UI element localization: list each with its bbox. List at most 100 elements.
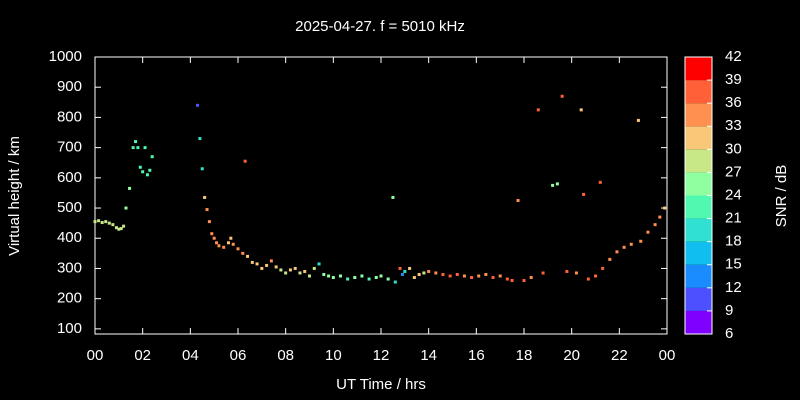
- data-point: [636, 118, 640, 122]
- x-tick-label: 20: [563, 347, 580, 364]
- data-point: [198, 137, 202, 141]
- colorbar-segment: [685, 195, 712, 219]
- data-point: [246, 254, 250, 258]
- data-point: [622, 245, 626, 249]
- data-point: [484, 272, 488, 276]
- data-point: [360, 274, 364, 278]
- colorbar-tick-label: 21: [725, 210, 742, 227]
- x-tick-label: 00: [87, 347, 104, 364]
- x-tick-label: 14: [420, 347, 437, 364]
- data-point: [598, 180, 602, 184]
- data-point: [477, 274, 481, 278]
- data-point: [100, 221, 104, 225]
- data-point: [203, 195, 207, 199]
- data-point: [393, 280, 397, 284]
- y-tick-label: 400: [57, 229, 82, 246]
- chart-title: 2025-04-27. f = 5010 kHz: [295, 18, 465, 35]
- colorbar-segment: [685, 218, 712, 242]
- data-point: [269, 259, 273, 263]
- data-point: [579, 108, 583, 112]
- data-point: [398, 266, 402, 270]
- data-point: [93, 220, 97, 224]
- data-point: [374, 276, 378, 280]
- colorbar-tick-label: 6: [725, 325, 733, 342]
- data-point: [498, 274, 502, 278]
- colorbar-tick-label: 36: [725, 94, 742, 111]
- colorbar-tick-label: 18: [725, 233, 742, 250]
- data-point: [107, 221, 111, 225]
- colorbar-tick-label: 39: [725, 71, 742, 88]
- data-point: [215, 241, 219, 245]
- colorbar-segment: [685, 241, 712, 265]
- data-point: [124, 206, 128, 210]
- colorbar-tick-label: 33: [725, 117, 742, 134]
- y-tick-label: 800: [57, 108, 82, 125]
- data-point: [250, 260, 254, 264]
- data-point: [308, 274, 311, 278]
- data-point: [386, 277, 390, 281]
- data-point: [367, 277, 371, 281]
- data-point: [608, 257, 612, 261]
- plot-frame: [94, 56, 668, 335]
- data-point: [403, 269, 407, 273]
- data-point: [586, 277, 590, 281]
- data-point: [122, 224, 126, 228]
- colorbar-tick-label: 9: [725, 302, 733, 319]
- data-point: [582, 192, 586, 196]
- colorbar-tick-label: 15: [725, 256, 742, 273]
- data-point: [455, 272, 459, 276]
- data-point: [327, 274, 331, 278]
- data-point: [279, 268, 283, 272]
- colorbar-tick-label: 42: [725, 48, 742, 65]
- data-point: [491, 276, 495, 280]
- data-point: [541, 271, 545, 275]
- x-tick-label: 06: [230, 347, 247, 364]
- data-point: [298, 271, 302, 275]
- colorbar-tick-label: 27: [725, 163, 742, 180]
- data-point: [448, 274, 452, 278]
- data-point: [317, 262, 321, 266]
- data-point: [195, 103, 199, 107]
- data-point: [516, 198, 520, 202]
- colorbar-segment: [685, 126, 712, 150]
- data-point: [303, 269, 307, 273]
- data-point: [143, 146, 147, 150]
- data-point: [217, 244, 221, 248]
- data-point: [346, 277, 350, 281]
- data-point: [551, 183, 555, 187]
- data-point: [505, 277, 509, 281]
- data-point: [427, 269, 431, 273]
- data-point: [136, 146, 140, 150]
- data-point: [400, 272, 404, 276]
- data-point: [555, 182, 559, 186]
- data-point: [207, 220, 211, 224]
- data-point: [243, 159, 247, 163]
- data-point: [293, 266, 297, 270]
- colorbar-label: SNR / dB: [773, 165, 790, 228]
- data-point: [462, 274, 466, 278]
- x-tick-label: 18: [516, 347, 533, 364]
- data-point: [529, 276, 533, 280]
- data-point: [148, 168, 152, 172]
- data-point: [322, 272, 326, 276]
- data-point: [412, 276, 416, 280]
- data-point: [97, 219, 101, 223]
- data-point: [200, 167, 204, 171]
- data-point: [128, 186, 132, 190]
- data-point: [510, 279, 514, 283]
- data-point: [255, 262, 259, 266]
- colorbar-tick-label: 30: [725, 140, 742, 157]
- colorbar-tick-label: 24: [725, 186, 742, 203]
- data-point: [536, 108, 540, 112]
- data-point: [222, 245, 226, 249]
- data-point: [594, 274, 597, 278]
- data-point: [658, 215, 662, 219]
- data-point: [615, 250, 619, 254]
- data-point: [260, 266, 264, 270]
- x-tick-label: 22: [611, 347, 628, 364]
- y-tick-label: 700: [57, 139, 82, 156]
- data-point: [145, 173, 149, 177]
- data-point: [226, 241, 230, 245]
- data-point: [408, 266, 412, 270]
- data-point: [434, 271, 438, 275]
